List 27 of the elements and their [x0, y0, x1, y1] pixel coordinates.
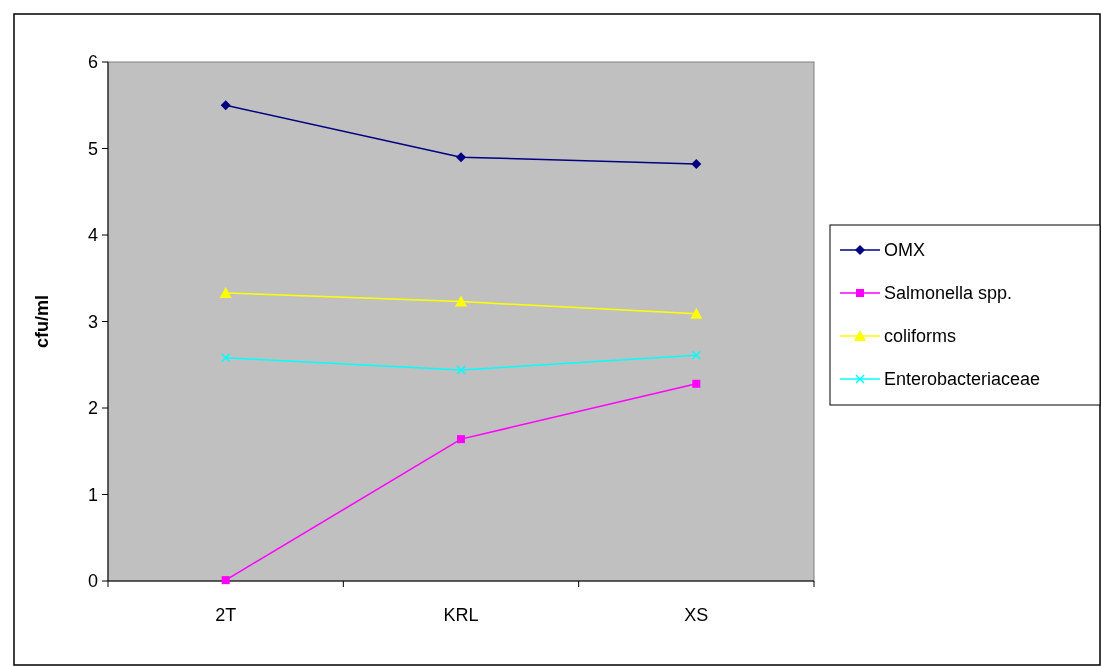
point	[221, 576, 230, 585]
legend-label: Enterobacteriaceae	[884, 369, 1041, 390]
legend-label: OMX	[884, 240, 926, 261]
point	[691, 159, 702, 170]
y-tick-label: 2	[87, 398, 98, 419]
y-tick-label: 6	[87, 52, 98, 73]
point	[691, 350, 702, 360]
y-tick-label: 5	[87, 138, 98, 159]
point	[456, 152, 466, 163]
point	[457, 435, 465, 444]
x-tick-label: 2T	[215, 605, 237, 625]
y-tick-label: 1	[87, 484, 98, 505]
x-tick-label: XS	[684, 605, 709, 625]
point	[220, 353, 231, 363]
y-tick-label: 4	[87, 225, 98, 246]
point	[220, 100, 231, 111]
point	[456, 365, 466, 375]
point	[219, 286, 232, 298]
legend-label: Salmonella spp.	[884, 283, 1013, 304]
point	[455, 295, 467, 307]
y-tick-label: 0	[87, 571, 98, 592]
point	[692, 379, 701, 388]
y-tick-label: 3	[87, 311, 98, 332]
y-axis-title: cfu/ml	[32, 294, 52, 349]
legend-label: coliforms	[884, 326, 957, 347]
x-tick-label: KRL	[443, 605, 479, 625]
point	[690, 307, 703, 319]
